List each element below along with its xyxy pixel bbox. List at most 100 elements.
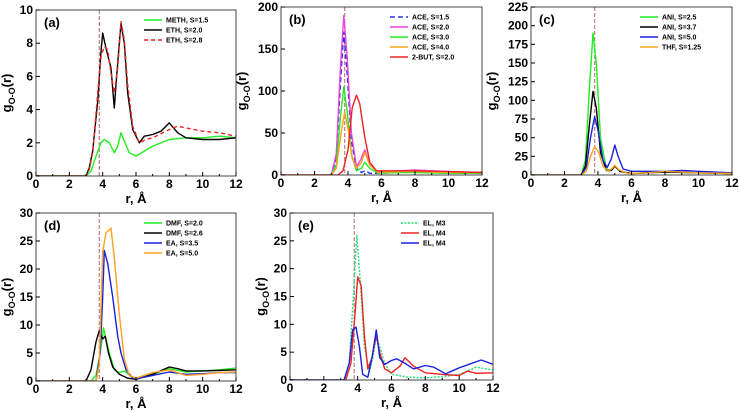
y-tick-label: 50: [265, 126, 279, 140]
panel-e: 0 2 4 6 8 10 12 0 5 10 15 20 25 30 r, Å gO-O(r) (e) EL, M…: [253, 206, 500, 410]
series-group: [290, 234, 493, 380]
legend-entry: DMF, S=2.6: [166, 231, 203, 238]
x-tick-label: 8: [412, 176, 419, 190]
y-tick-label: 225: [508, 0, 528, 14]
y-tick-label: 10: [20, 318, 34, 332]
y-tick-label: 125: [508, 75, 528, 89]
x-tick-label: 4: [345, 176, 352, 190]
legend-entry: 2-BUT, S=2.0: [412, 55, 454, 62]
series-line-2: [290, 326, 493, 380]
y-label-main: g: [0, 308, 14, 316]
x-axis-label: r, Å: [126, 396, 148, 411]
y-tick-label: 0: [521, 168, 528, 182]
y-axis-label: gO-O(r): [484, 72, 502, 111]
y-tick-label: 5: [280, 345, 287, 359]
y-label-tail: (r): [253, 277, 268, 291]
y-label-main: g: [0, 104, 14, 112]
y-tick-label: 4: [26, 103, 33, 117]
y-tick-label: 0: [26, 169, 33, 183]
legend-entry: METH, S=1.5: [166, 18, 208, 25]
series-group: [531, 32, 732, 175]
panel-d: 0 2 4 6 8 10 12 0 5 10 15 20 25 30 r, Å gO-O(r) (d) DMF, …: [0, 206, 243, 411]
x-tick-label: 6: [133, 177, 140, 191]
x-tick-label: 10: [196, 177, 210, 191]
series-line-2: [531, 116, 732, 175]
y-tick-label: 50: [515, 131, 529, 145]
x-tick-label: 8: [166, 177, 173, 191]
y-label-main: g: [234, 102, 249, 110]
y-label-tail: (r): [484, 72, 499, 86]
series-line-1: [290, 276, 493, 380]
series-line-2: [36, 20, 236, 176]
y-axis-label: gO-O(r): [0, 74, 17, 113]
y-tick-label: 25: [20, 234, 34, 248]
series-group: [36, 20, 236, 176]
x-tick-label: 4: [354, 381, 361, 395]
series-line-1: [36, 22, 236, 176]
series-group: [36, 227, 236, 381]
y-label-sub: O-O: [7, 87, 17, 104]
panel-a: 0 2 4 6 8 10 12 0 2 4 6 8 10 r, Å gO-O(r) (a) METH, S=1.…: [0, 3, 243, 206]
y-tick-label: 20: [274, 262, 288, 276]
y-label-main: g: [253, 308, 268, 316]
x-tick-label: 8: [662, 176, 669, 190]
panel-label: (e): [298, 218, 314, 233]
x-tick-label: 0: [33, 382, 40, 396]
x-tick-label: 0: [528, 176, 535, 190]
x-tick-label: 4: [99, 177, 106, 191]
legend: DMF, S=2.0 DMF, S=2.6 EA, S=3.5 EA, S=5.0: [144, 221, 203, 258]
plot-frame: [289, 212, 494, 381]
legend-entry: EL, M4: [423, 241, 446, 248]
y-label-sub: O-O: [261, 291, 271, 308]
y-tick-label: 10: [274, 317, 288, 331]
series-line-3: [36, 227, 236, 381]
panel-b: 0 2 4 6 8 10 12 0 50 100 150 200 r, Å gO-O(r) (b) ACE, …: [234, 0, 489, 205]
x-tick-label: 8: [422, 381, 429, 395]
y-tick-label: 30: [274, 206, 288, 220]
y-tick-label: 15: [274, 290, 288, 304]
series-line-1: [531, 90, 732, 175]
legend: ANI, S=2.5 ANI, S=3.7 ANI, S=5.0 THF, S=1.2…: [640, 15, 701, 52]
x-tick-label: 10: [442, 176, 456, 190]
legend: EL, M3 EL, M4 EL, M4: [401, 221, 446, 248]
y-tick-label: 8: [26, 36, 33, 50]
x-tick-label: 2: [561, 176, 568, 190]
y-tick-label: 25: [274, 234, 288, 248]
legend-entry: ETH, S=2.0: [166, 28, 202, 35]
y-axis-label: gO-O(r): [234, 72, 252, 111]
series-line-2: [281, 86, 482, 175]
x-tick-label: 4: [99, 382, 106, 396]
series-line-0: [290, 234, 493, 380]
panel-label: (a): [44, 15, 60, 30]
y-label-sub: O-O: [242, 85, 252, 102]
panel-c: 0 2 4 6 8 10 12 0 25 50 75 100 125 150 175 200 225 r, Å gO…: [484, 0, 739, 205]
y-tick-label: 25: [515, 149, 529, 163]
legend-entry: ETH, S=2.8: [166, 38, 202, 45]
y-tick-label: 0: [26, 374, 33, 388]
x-tick-label: 6: [378, 176, 385, 190]
y-label-sub: O-O: [492, 85, 502, 102]
x-axis-label: r, Å: [621, 190, 643, 205]
y-tick-label: 10: [20, 3, 34, 17]
plot-frame: [530, 6, 733, 176]
y-tick-label: 200: [258, 0, 278, 14]
legend-entry: ACE, S=2.0: [412, 25, 449, 32]
y-tick-label: 2: [26, 136, 33, 150]
y-tick-label: 0: [280, 373, 287, 387]
series-line-3: [281, 111, 482, 175]
y-label-tail: (r): [0, 278, 14, 292]
series-group: [281, 14, 482, 175]
x-tick-label: 12: [229, 382, 243, 396]
legend-entry: ANI, S=3.7: [662, 25, 697, 32]
y-tick-label: 75: [515, 112, 529, 126]
legend-entry: ACE, S=3.0: [412, 35, 449, 42]
legend-entry: EA, S=3.5: [166, 241, 198, 248]
legend-entry: ACE, S=1.5: [412, 15, 449, 22]
x-tick-label: 6: [628, 176, 635, 190]
panel-label: (b): [289, 12, 306, 27]
panel-label: (c): [539, 12, 555, 27]
y-tick-label: 175: [508, 37, 528, 51]
x-tick-label: 2: [311, 176, 318, 190]
series-line-0: [531, 32, 732, 175]
